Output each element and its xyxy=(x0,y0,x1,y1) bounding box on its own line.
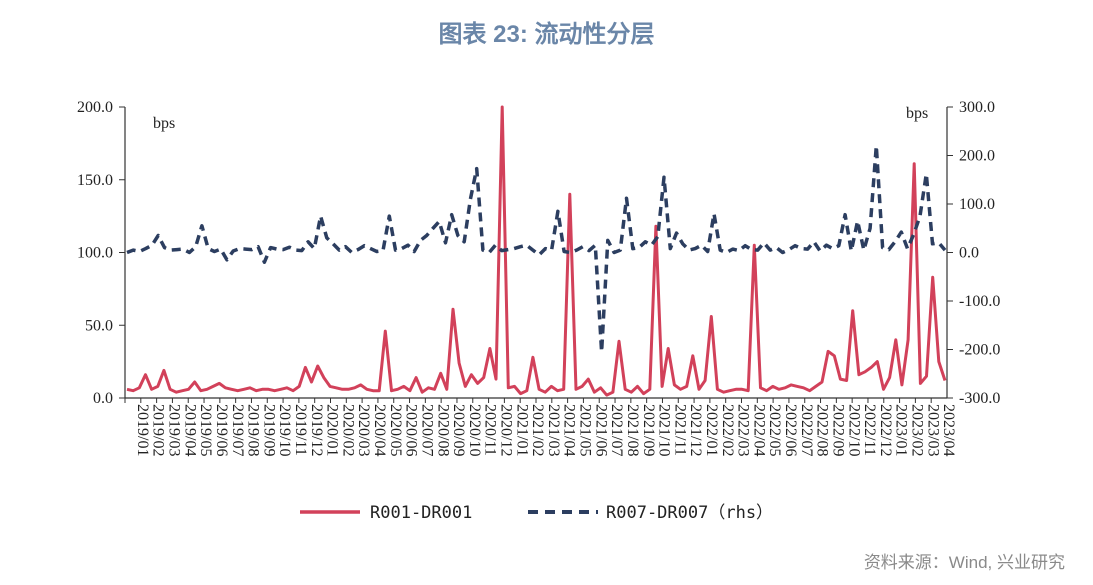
x-tick-label: 2020/02 xyxy=(339,404,356,456)
x-tick-label: 2019/09 xyxy=(260,404,277,456)
x-tick-label: 2019/02 xyxy=(150,404,167,456)
x-tick-label: 2021/12 xyxy=(687,404,704,456)
x-tick-label: 2019/11 xyxy=(292,404,309,456)
x-tick-label: 2022/01 xyxy=(703,404,720,456)
x-tick-label: 2021/09 xyxy=(640,404,657,456)
x-tick-label: 2021/10 xyxy=(656,404,673,456)
x-tick-label: 2022/02 xyxy=(719,404,736,456)
x-tick-label: 2020/03 xyxy=(355,404,372,456)
left-axis-unit: bps xyxy=(153,115,175,132)
x-tick-label: 2021/03 xyxy=(545,404,562,456)
left-tick-label: 100.0 xyxy=(77,245,113,262)
x-tick-label: 2021/05 xyxy=(577,404,594,456)
left-tick-label: 50.0 xyxy=(85,317,113,334)
series-line-r007-dr007 xyxy=(126,144,947,354)
x-tick-label: 2022/06 xyxy=(782,404,799,456)
x-tick-label: 2021/11 xyxy=(671,404,688,456)
left-tick-label: 200.0 xyxy=(77,99,113,116)
right-tick-label: 300.0 xyxy=(959,99,995,116)
x-tick-label: 2021/08 xyxy=(624,404,641,456)
x-tick-label: 2022/09 xyxy=(829,404,846,456)
x-tick-label: 2023/02 xyxy=(908,404,925,456)
x-tick-label: 2019/01 xyxy=(134,404,151,456)
x-tick-label: 2022/03 xyxy=(735,404,752,456)
x-tick-label: 2021/07 xyxy=(608,404,625,456)
legend-label-r007-dr007: R007-DR007（rhs） xyxy=(606,503,773,523)
chart-title: 图表 23: 流动性分层 xyxy=(438,21,655,48)
x-tick-label: 2021/01 xyxy=(513,404,530,456)
right-axis-unit: bps xyxy=(906,105,928,122)
x-tick-label: 2022/04 xyxy=(750,404,767,456)
x-tick-label: 2020/07 xyxy=(418,404,435,456)
right-tick-label: -100.0 xyxy=(959,293,1000,310)
x-tick-label: 2022/08 xyxy=(814,404,831,456)
right-tick-label: -300.0 xyxy=(959,390,1000,407)
left-tick-label: 150.0 xyxy=(77,172,113,189)
x-tick-label: 2023/01 xyxy=(893,404,910,456)
x-tick-label: 2019/03 xyxy=(166,404,183,456)
x-tick-label: 2020/04 xyxy=(371,404,388,456)
x-tick-label: 2020/05 xyxy=(387,404,404,456)
right-tick-label: 200.0 xyxy=(959,148,995,165)
x-tick-label: 2020/11 xyxy=(482,404,499,456)
right-tick-label: 100.0 xyxy=(959,196,995,213)
x-tick-label: 2022/10 xyxy=(845,404,862,456)
right-tick-label: 0.0 xyxy=(959,245,979,262)
x-tick-label: 2023/03 xyxy=(924,404,941,456)
x-tick-label: 2021/04 xyxy=(561,404,578,456)
x-tick-label: 2020/10 xyxy=(466,404,483,456)
x-tick-label: 2019/04 xyxy=(181,404,198,456)
x-tick-label: 2021/02 xyxy=(529,404,546,456)
x-tick-label: 2020/12 xyxy=(497,404,514,456)
x-tick-label: 2020/09 xyxy=(450,404,467,456)
x-tick-label: 2020/06 xyxy=(403,404,420,456)
x-tick-label: 2023/04 xyxy=(940,404,957,456)
x-tick-label: 2019/10 xyxy=(276,404,293,456)
x-tick-label: 2019/08 xyxy=(245,404,262,456)
x-tick-label: 2022/11 xyxy=(861,404,878,456)
x-tick-label: 2022/12 xyxy=(877,404,894,456)
x-tick-label: 2019/12 xyxy=(308,404,325,456)
x-tick-label: 2020/01 xyxy=(324,404,341,456)
x-tick-label: 2019/05 xyxy=(197,404,214,456)
x-tick-label: 2019/06 xyxy=(213,404,230,456)
x-tick-label: 2021/06 xyxy=(592,404,609,456)
left-tick-label: 0.0 xyxy=(93,390,113,407)
x-tick-label: 2022/05 xyxy=(766,404,783,456)
x-tick-label: 2020/08 xyxy=(434,404,451,456)
legend-label-r001-dr001: R001-DR001 xyxy=(370,503,472,523)
source-note: 资料来源：Wind, 兴业研究 xyxy=(863,553,1065,572)
series-line-r001-dr001 xyxy=(126,105,947,397)
x-tick-label: 2019/07 xyxy=(229,404,246,456)
x-tick-label: 2022/07 xyxy=(798,404,815,456)
right-tick-label: -200.0 xyxy=(959,342,1000,359)
